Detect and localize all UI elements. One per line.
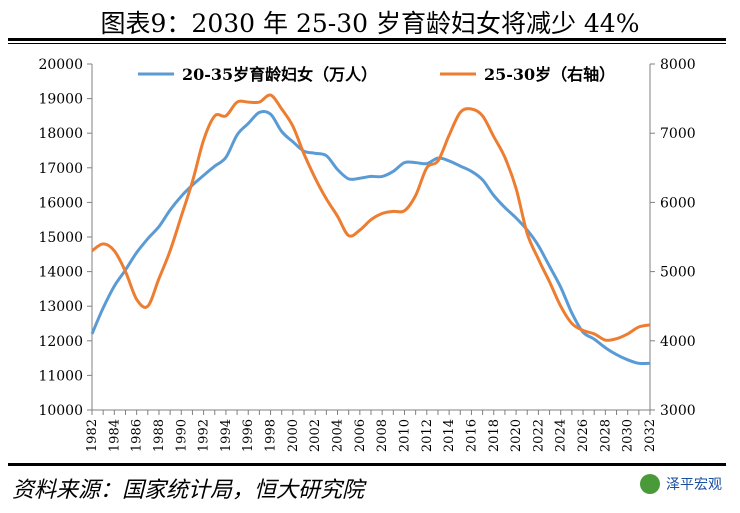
x-tick-label: 2002 <box>308 419 323 452</box>
x-tick-label: 2006 <box>353 419 368 452</box>
source-note: 资料来源：国家统计局，恒大研究院 <box>12 478 365 503</box>
x-tick-label: 1988 <box>152 419 167 452</box>
x-tick-label: 2000 <box>286 419 301 452</box>
x-tick-label: 2032 <box>643 419 658 452</box>
y-right-tick-label: 5000 <box>660 265 696 281</box>
y-right-tick-label: 8000 <box>660 57 696 73</box>
y-right-tick-label: 4000 <box>660 334 696 350</box>
x-tick-label: 1984 <box>107 419 122 452</box>
x-tick-label: 1986 <box>130 419 145 452</box>
x-tick-label: 2008 <box>375 419 390 452</box>
footer-rule <box>8 463 726 466</box>
legend-label: 25-30岁（右轴） <box>484 65 615 84</box>
series-line-25-30 <box>91 93 651 342</box>
legend-label: 20-35岁育龄妇女（万人） <box>182 65 377 84</box>
x-tick-label: 2012 <box>420 419 435 452</box>
x-tick-label: 2004 <box>331 419 346 452</box>
brand-name: 泽平宏观 <box>666 477 722 493</box>
x-tick-label: 2010 <box>397 419 412 452</box>
brand-mark: 泽平宏观 <box>640 474 722 494</box>
wechat-badge-icon <box>640 474 660 494</box>
x-tick-label: 2026 <box>576 419 591 452</box>
title-rule-thin <box>8 43 726 44</box>
y-right-tick-label: 7000 <box>660 126 696 142</box>
x-tick-label: 2018 <box>487 419 502 452</box>
x-tick-label: 2014 <box>442 419 457 452</box>
y-left-tick-label: 12000 <box>38 334 83 350</box>
chart-title: 图表9：2030 年 25-30 岁育龄妇女将减少 44% <box>100 9 640 38</box>
series-line-20-35 <box>90 109 651 366</box>
x-tick-label: 1994 <box>219 419 234 452</box>
x-tick-label: 1982 <box>85 419 100 452</box>
y-left-tick-label: 15000 <box>38 230 83 246</box>
y-left-tick-label: 13000 <box>38 299 83 315</box>
x-tick-label: 1998 <box>264 419 279 452</box>
x-tick-label: 1990 <box>174 419 189 452</box>
x-tick-label: 2030 <box>621 419 636 452</box>
x-tick-label: 1996 <box>241 419 256 452</box>
y-left-tick-label: 18000 <box>38 126 83 142</box>
y-left-tick-label: 17000 <box>38 161 83 177</box>
y-left-tick-label: 11000 <box>38 368 83 384</box>
title-rule <box>8 38 726 41</box>
y-right-tick-label: 3000 <box>660 403 696 419</box>
y-right-tick-label: 6000 <box>660 195 696 211</box>
y-left-tick-label: 19000 <box>38 92 83 108</box>
y-left-tick-label: 16000 <box>38 195 83 211</box>
y-left-tick-label: 10000 <box>38 403 83 419</box>
y-left-tick-label: 14000 <box>38 265 83 281</box>
x-tick-label: 2024 <box>554 419 569 452</box>
x-tick-label: 2016 <box>464 419 479 452</box>
x-tick-label: 2020 <box>509 419 524 452</box>
x-tick-label: 2022 <box>531 419 546 452</box>
x-tick-label: 2028 <box>598 419 613 452</box>
line-chart: 10000 11000 12000 13000 14000 15000 16000 17000… <box>38 57 696 452</box>
x-tick-label: 1992 <box>197 419 212 452</box>
y-left-tick-label: 20000 <box>38 57 83 73</box>
